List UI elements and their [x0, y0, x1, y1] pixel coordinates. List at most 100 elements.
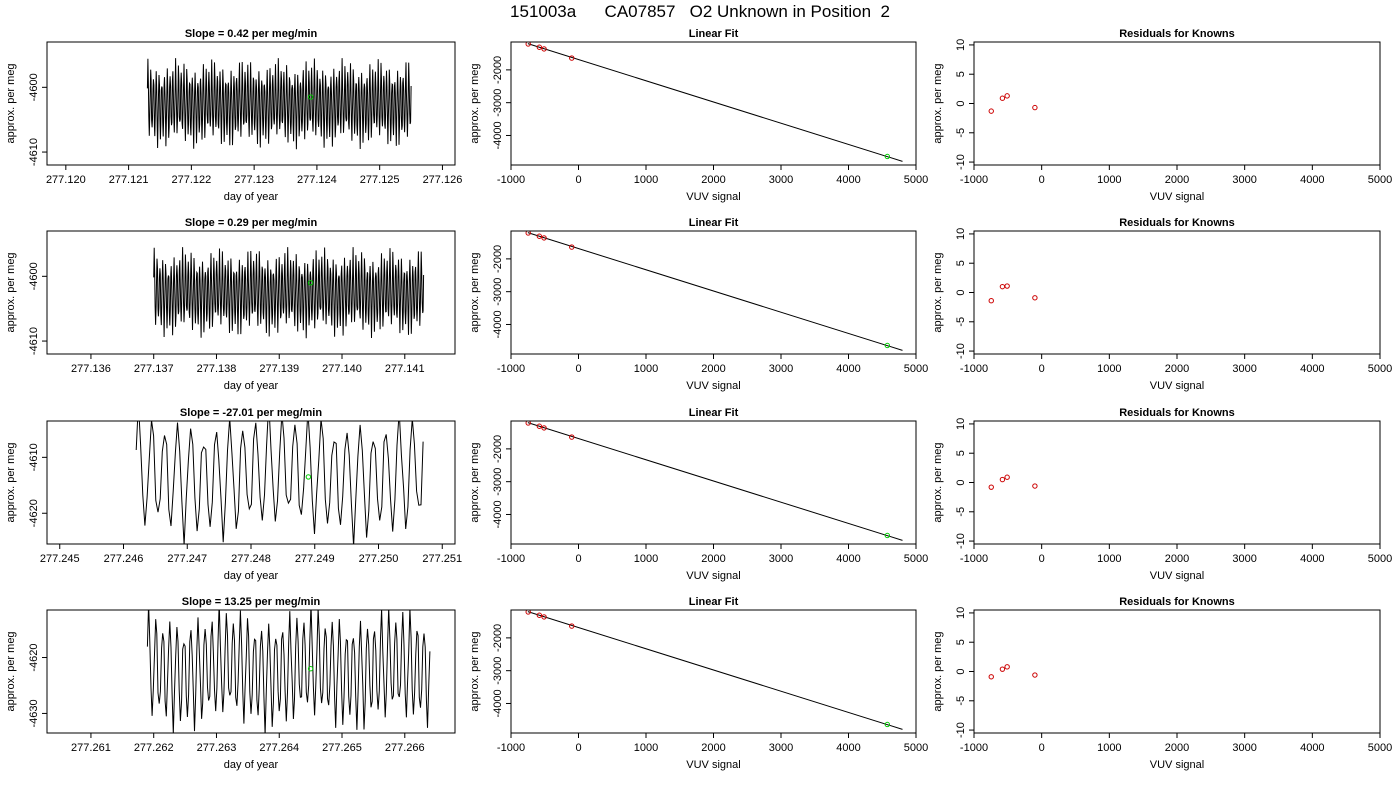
y-axis-label: approx. per meg — [469, 442, 481, 522]
y-tick-label: -5 — [955, 696, 967, 706]
chart-title: Linear Fit — [689, 407, 739, 419]
x-tick-label: 3000 — [769, 174, 793, 186]
chart-panel-2-2: Linear Fit -1000 0 1000 2000 3000 4000 5000 -200… — [469, 217, 928, 392]
x-tick-label: 4000 — [836, 742, 860, 754]
x-tick-label: 277.251 — [422, 553, 462, 565]
y-tick-label: -2000 — [492, 245, 504, 273]
known-point — [999, 476, 1006, 483]
x-tick-label: 1000 — [1097, 363, 1121, 375]
page-title: 151003a CA07857 O2 Unknown in Position 2 — [510, 2, 890, 21]
x-tick-label: 277.264 — [259, 742, 299, 754]
y-tick-label: -5 — [955, 507, 967, 517]
known-point — [541, 425, 547, 431]
known-point — [1004, 93, 1010, 99]
x-tick-label: 3000 — [769, 742, 793, 754]
x-tick-label: 277.248 — [231, 553, 271, 565]
plot-area — [525, 421, 903, 541]
y-axis-label: approx. per meg — [932, 63, 944, 143]
x-tick-label: 4000 — [1300, 553, 1324, 565]
x-tick-label: 277.140 — [322, 363, 362, 375]
x-tick-label: 5000 — [1368, 174, 1392, 186]
x-tick-label: 1000 — [634, 553, 658, 565]
chart-panel-1-1: Slope = 0.42 per meg/min 277.120 277.121 27… — [5, 28, 462, 203]
x-tick-label: 5000 — [1368, 363, 1392, 375]
y-axis-label: approx. per meg — [5, 442, 17, 522]
chart-title: Residuals for Knowns — [1119, 28, 1235, 40]
x-tick-label: -1000 — [497, 553, 525, 565]
known-point — [541, 46, 547, 52]
x-tick-label: 277.261 — [71, 742, 111, 754]
y-tick-label: 0 — [955, 100, 967, 106]
x-tick-label: 1000 — [1097, 742, 1121, 754]
chart-title: Slope = 0.29 per meg/min — [185, 217, 318, 229]
y-tick-label: -4000 — [492, 310, 504, 338]
known-point — [536, 612, 543, 618]
known-point — [541, 235, 547, 241]
x-tick-label: 277.247 — [167, 553, 207, 565]
x-axis-label: VUV signal — [1150, 191, 1204, 203]
y-tick-label: -5 — [955, 317, 967, 327]
x-tick-label: 0 — [575, 553, 581, 565]
x-tick-label: 277.125 — [360, 174, 400, 186]
y-tick-label: -3000 — [492, 657, 504, 685]
known-point — [1004, 283, 1010, 289]
x-tick-label: 3000 — [1232, 363, 1256, 375]
y-axis-label: approx. per meg — [932, 252, 944, 332]
chart-panel-3-1: Slope = -27.01 per meg/min 277.245 277.246… — [5, 407, 462, 582]
y-tick-label: -2000 — [492, 56, 504, 84]
known-point — [525, 610, 531, 615]
x-tick-label: -1000 — [497, 174, 525, 186]
plot-frame — [46, 230, 456, 355]
x-tick-label: 0 — [1039, 174, 1045, 186]
y-axis-label: approx. per meg — [469, 63, 481, 143]
fit-line — [527, 611, 903, 730]
x-tick-label: 277.266 — [385, 742, 425, 754]
plot-area — [146, 610, 431, 733]
chart-title: Slope = 0.42 per meg/min — [185, 28, 318, 40]
known-point — [1032, 483, 1038, 489]
y-tick-label: -4630 — [28, 699, 40, 727]
x-tick-label: 5000 — [904, 742, 928, 754]
data-trace — [146, 58, 412, 150]
x-axis-label: VUV signal — [686, 570, 740, 582]
x-tick-label: 4000 — [1300, 742, 1324, 754]
y-tick-label: -10 — [955, 533, 967, 549]
y-tick-label: 5 — [955, 71, 967, 77]
x-tick-label: 0 — [575, 363, 581, 375]
y-tick-label: 0 — [955, 668, 967, 674]
plot-frame — [46, 41, 456, 166]
y-tick-label: 5 — [955, 639, 967, 645]
known-point — [536, 423, 543, 429]
chart-panel-3-3: Residuals for Knowns -1000 0 1000 2000 3000 40… — [932, 407, 1392, 582]
known-point — [541, 614, 547, 620]
y-tick-label: 10 — [955, 39, 967, 51]
x-tick-label: 3000 — [1232, 553, 1256, 565]
y-tick-label: -4610 — [28, 327, 40, 355]
x-tick-label: 277.126 — [423, 174, 463, 186]
known-point — [569, 623, 575, 629]
y-axis-label: approx. per meg — [5, 252, 17, 332]
y-tick-label: -3000 — [492, 89, 504, 117]
x-tick-label: 3000 — [769, 363, 793, 375]
chart-title: Linear Fit — [689, 28, 739, 40]
known-point — [525, 42, 531, 47]
fit-line — [527, 43, 903, 162]
known-point — [988, 674, 994, 680]
unknown-point — [305, 474, 312, 480]
y-axis-label: approx. per meg — [5, 631, 17, 711]
x-tick-label: 277.139 — [259, 363, 299, 375]
x-tick-label: 1000 — [1097, 553, 1121, 565]
chart-panel-3-2: Linear Fit -1000 0 1000 2000 3000 4000 5000 -200… — [469, 407, 928, 582]
x-tick-label: 1000 — [634, 174, 658, 186]
plot-frame — [46, 420, 456, 545]
plot-area — [988, 93, 1038, 114]
x-tick-label: 4000 — [836, 363, 860, 375]
x-axis-label: VUV signal — [686, 191, 740, 203]
y-tick-label: 5 — [955, 260, 967, 266]
chart-title: Linear Fit — [689, 596, 739, 608]
fit-line — [527, 232, 903, 351]
x-tick-label: -1000 — [497, 363, 525, 375]
y-tick-label: -4000 — [492, 121, 504, 149]
x-tick-label: 0 — [1039, 742, 1045, 754]
x-tick-label: 2000 — [701, 363, 725, 375]
